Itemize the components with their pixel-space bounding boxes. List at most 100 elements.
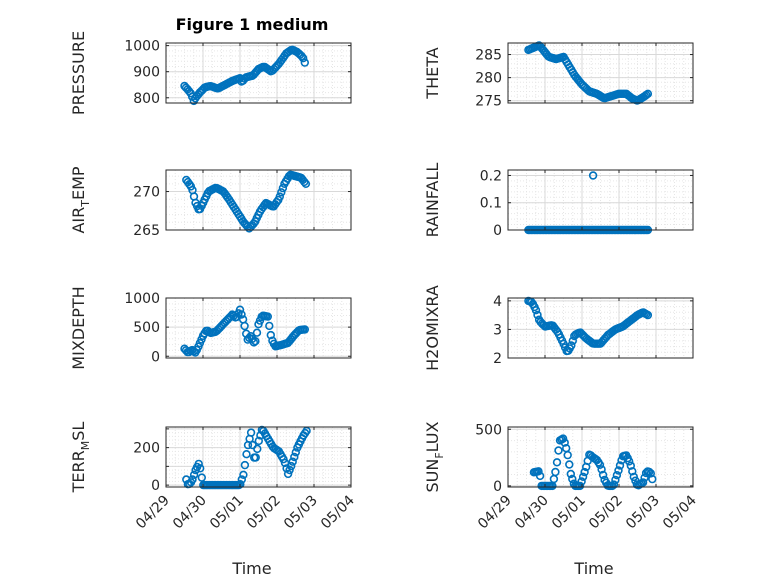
- pressure-y-tick-label: 900: [133, 65, 160, 81]
- mixdepth-data-point: [240, 321, 249, 331]
- sun-flux-data-point: [568, 474, 577, 484]
- terr-msl-data-point: [240, 460, 250, 470]
- theta-data-point: [643, 89, 653, 99]
- air-temp-data-point: [278, 183, 288, 193]
- sun-flux-data-point: [612, 471, 622, 480]
- terr-msl-data-point: [236, 480, 245, 489]
- terr-msl-x-tick-label: 05/04: [318, 492, 358, 532]
- terr-msl-data-point: [254, 436, 263, 446]
- h2omixra-y-tick-label: 4: [493, 294, 502, 310]
- panel-air-temp: 265 270 AIRTEMP: [69, 166, 352, 239]
- panel-mixdepth: 0 500 1000 MIXDEPTH: [69, 286, 352, 370]
- h2omixra-data-point: [643, 310, 653, 320]
- h2omixra-data-point: [531, 306, 541, 315]
- pressure-y-axis-label: PRESSURE: [69, 31, 88, 115]
- rainfall-y-tick-label: 0.2: [480, 168, 502, 184]
- h2omixra-data-point: [567, 341, 576, 350]
- sun-flux-y-axis-label: SUNFLUX: [423, 421, 446, 492]
- mixdepth-y-tick-label: 500: [133, 320, 160, 336]
- mixdepth-axes-box: [165, 297, 352, 359]
- air-temp-data-point: [277, 188, 286, 197]
- terr-msl-x-tick-label: 05/03: [281, 493, 321, 533]
- theta-data-point: [642, 90, 651, 100]
- sun-flux-data-point: [644, 467, 654, 477]
- terr-msl-data-point: [197, 473, 207, 482]
- terr-msl-data-point: [287, 461, 296, 471]
- sun-flux-data-point: [552, 458, 562, 467]
- h2omixra-y-axis-label: H2OMIXRA: [423, 285, 442, 371]
- sun-flux-data-point: [648, 474, 657, 484]
- terr-msl-data-point: [239, 470, 248, 479]
- sun-flux-data-point: [535, 471, 545, 481]
- x-axis-label-right: Time: [573, 559, 613, 578]
- sun-flux-data-point: [575, 481, 585, 491]
- pressure-axes-box: [165, 42, 352, 104]
- air-temp-y-axis-label: AIRTEMP: [69, 166, 92, 233]
- sun-flux-x-tick-label: 05/04: [660, 492, 700, 532]
- terr-msl-x-tick-label: 05/02: [244, 493, 284, 533]
- sun-flux-x-tick-label: 05/03: [623, 493, 663, 533]
- h2omixra-y-tick-label: 3: [493, 322, 502, 338]
- terr-msl-data-point: [251, 453, 260, 462]
- terr-msl-data-point: [194, 459, 203, 469]
- theta-y-tick-label: 280: [475, 71, 502, 87]
- terr-msl-x-tick-label: 05/01: [207, 493, 247, 533]
- rainfall-y-axis-label: RAINFALL: [423, 163, 442, 238]
- air-temp-y-tick-label: 270: [133, 185, 160, 201]
- panel-pressure: 800 900 1000 PRESSURE: [69, 31, 352, 115]
- rainfall-axes-box: [507, 169, 694, 231]
- panel-theta: 275 280 285 THETA: [423, 41, 694, 110]
- terr-msl-data-point: [280, 458, 290, 468]
- sun-flux-data-point: [626, 461, 635, 470]
- sun-flux-data-point: [563, 450, 572, 460]
- pressure-y-tick-label: 800: [133, 91, 160, 107]
- air-temp-y-tick-label: 265: [133, 223, 160, 239]
- terr-msl-data-point: [253, 444, 262, 454]
- terr-msl-data-point: [246, 428, 256, 437]
- terr-msl-data-point: [288, 457, 297, 466]
- terr-msl-data-point: [237, 475, 247, 484]
- sun-flux-data-point: [611, 475, 620, 485]
- terr-msl-data-point: [189, 470, 199, 479]
- sun-flux-data-point: [566, 469, 575, 479]
- mixdepth-y-axis-label: MIXDEPTH: [69, 286, 88, 369]
- sun-flux-x-tick-label: 05/02: [586, 493, 626, 533]
- sun-flux-data-point: [565, 460, 574, 469]
- sun-flux-data-point: [609, 480, 619, 489]
- air-temp-data-point: [275, 192, 284, 201]
- sun-flux-data-point: [638, 478, 648, 487]
- sun-flux-data-point: [628, 467, 637, 476]
- theta-y-tick-label: 285: [475, 48, 502, 64]
- terr-msl-data-point: [291, 448, 300, 457]
- sun-flux-data-point: [597, 465, 606, 474]
- rainfall-y-tick-label: 0.1: [480, 196, 502, 212]
- sun-flux-data-point: [534, 467, 543, 476]
- sun-flux-x-tick-label: 04/29: [475, 493, 515, 533]
- sun-flux-data-point: [615, 461, 625, 470]
- pressure-data-point: [300, 58, 309, 67]
- sun-flux-data-point: [614, 466, 623, 475]
- h2omixra-y-tick-label: 2: [493, 351, 502, 367]
- terr-msl-y-axis-label: TERRMSL: [69, 422, 92, 494]
- mixdepth-data-point: [300, 325, 309, 334]
- terr-msl-data-point: [242, 450, 251, 459]
- mixdepth-data-point: [265, 321, 274, 331]
- sun-flux-data-point: [554, 446, 563, 455]
- figure-title: Figure 1 medium: [176, 15, 329, 34]
- pressure-y-tick-label: 1000: [124, 39, 160, 55]
- pressure-data-point: [299, 53, 308, 63]
- mixdepth-y-tick-label: 0: [151, 349, 160, 365]
- mixdepth-data-point: [263, 312, 272, 321]
- terr-msl-axes-box: [165, 426, 352, 488]
- terr-msl-x-tick-label: 04/29: [133, 493, 173, 533]
- sun-flux-data-point: [578, 472, 588, 481]
- sun-flux-data-point: [640, 473, 649, 482]
- mixdepth-data-point: [251, 337, 260, 346]
- sun-flux-x-tick-label: 04/30: [512, 493, 552, 533]
- sun-flux-data-point: [558, 434, 568, 443]
- sun-flux-y-tick-label: 0: [493, 479, 502, 495]
- terr-msl-data-point: [283, 469, 293, 479]
- sun-flux-data-point: [580, 467, 589, 477]
